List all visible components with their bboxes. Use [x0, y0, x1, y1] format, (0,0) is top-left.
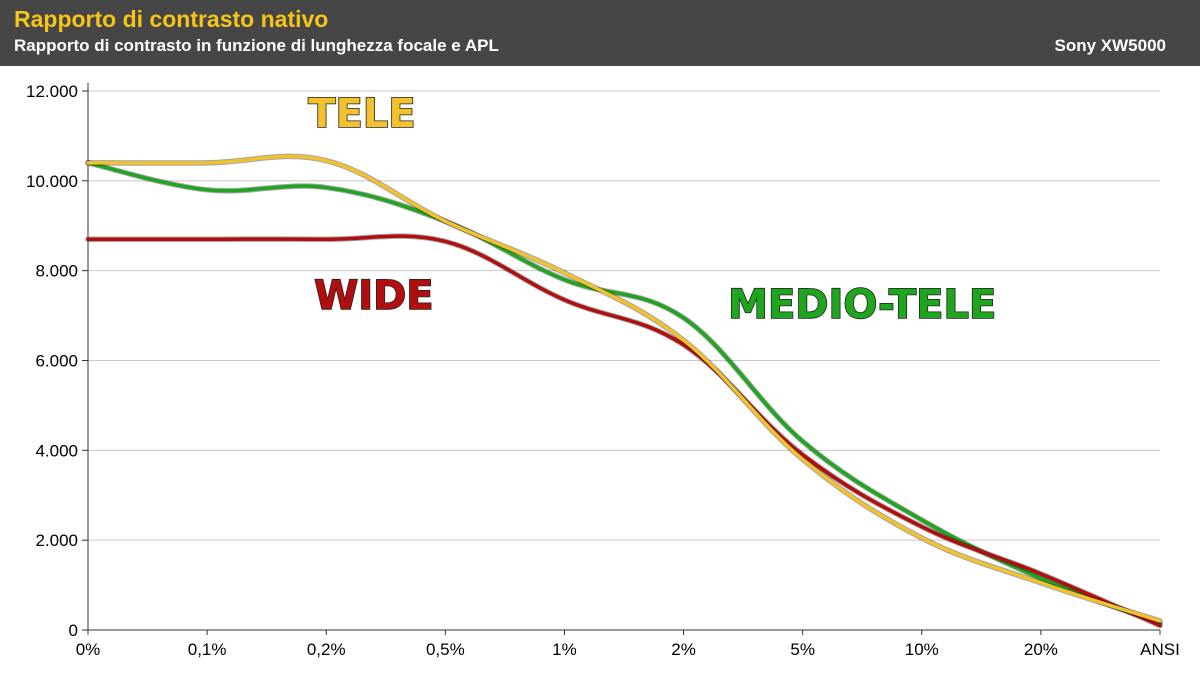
x-tick-label: 20%	[1024, 640, 1058, 659]
y-tick-label: 4.000	[35, 441, 78, 460]
chart-header: Rapporto di contrasto nativo Rapporto di…	[0, 0, 1200, 66]
series-line-outline	[85, 153, 1163, 624]
x-tick-label: 1%	[552, 640, 577, 659]
series-label-wide: WIDE	[314, 273, 434, 319]
y-tick-label: 6.000	[35, 352, 78, 371]
x-tick-label: 2%	[671, 640, 696, 659]
x-tick-label: 0,1%	[188, 640, 227, 659]
series-line-tele	[86, 154, 1162, 623]
x-tick-label: 0,2%	[307, 640, 346, 659]
y-tick-label: 0	[69, 621, 78, 640]
y-tick-label: 8.000	[35, 262, 78, 281]
x-tick-label: 10%	[905, 640, 939, 659]
y-tick-label: 12.000	[26, 82, 78, 101]
chart-title: Rapporto di contrasto nativo	[14, 6, 329, 32]
x-tick-label: ANSI	[1140, 640, 1180, 659]
series-line-wide	[86, 234, 1162, 628]
projector-model: Sony XW5000	[1054, 36, 1167, 55]
y-tick-label: 10.000	[26, 172, 78, 191]
x-tick-label: 0,5%	[426, 640, 465, 659]
chart-subtitle: Rapporto di contrasto in funzione di lun…	[14, 36, 499, 55]
x-tick-label: 0%	[76, 640, 101, 659]
series-line-medio-tele	[86, 161, 1162, 626]
series-label-tele: TELE	[308, 91, 415, 137]
x-tick-label: 5%	[790, 640, 815, 659]
series-line-outline	[85, 160, 1163, 627]
series-label-medio-tele: MEDIO-TELE	[728, 282, 996, 328]
y-tick-label: 2.000	[35, 531, 78, 550]
